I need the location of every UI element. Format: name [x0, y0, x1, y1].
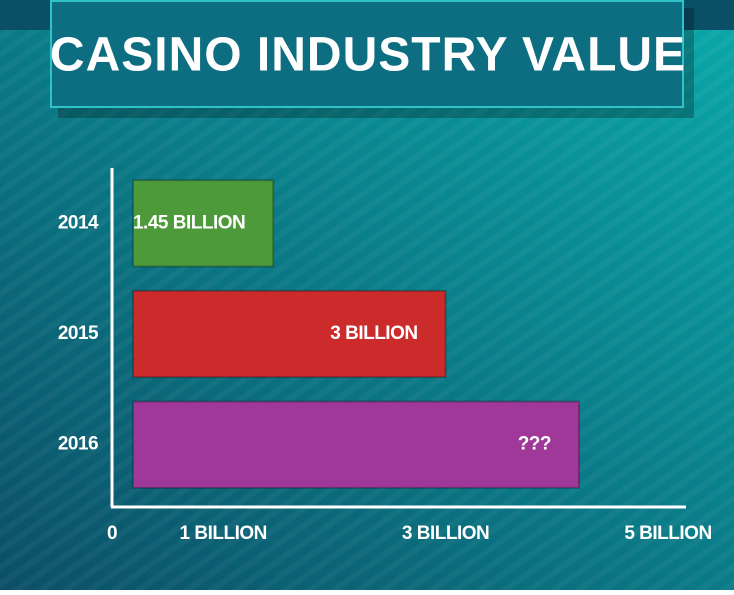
bar [132, 179, 275, 268]
chart-title: CASINO INDUSTRY VALUE [50, 29, 686, 82]
y-tick-label: 2016 [58, 434, 98, 455]
value-label: ??? [518, 434, 551, 455]
y-tick-label: 2014 [58, 212, 99, 233]
x-tick-label: 5 BILLION [624, 523, 711, 544]
bar [132, 400, 581, 489]
x-tick-label: 1 BILLION [180, 523, 267, 544]
y-tick-label: 2015 [58, 323, 99, 344]
bar [132, 289, 447, 379]
x-tick-label: 3 BILLION [402, 523, 489, 544]
title-banner [50, 0, 684, 108]
x-tick-label: 0 [107, 523, 117, 544]
value-label: 3 BILLION [330, 323, 417, 344]
value-label: 1.45 BILLION [133, 212, 245, 233]
